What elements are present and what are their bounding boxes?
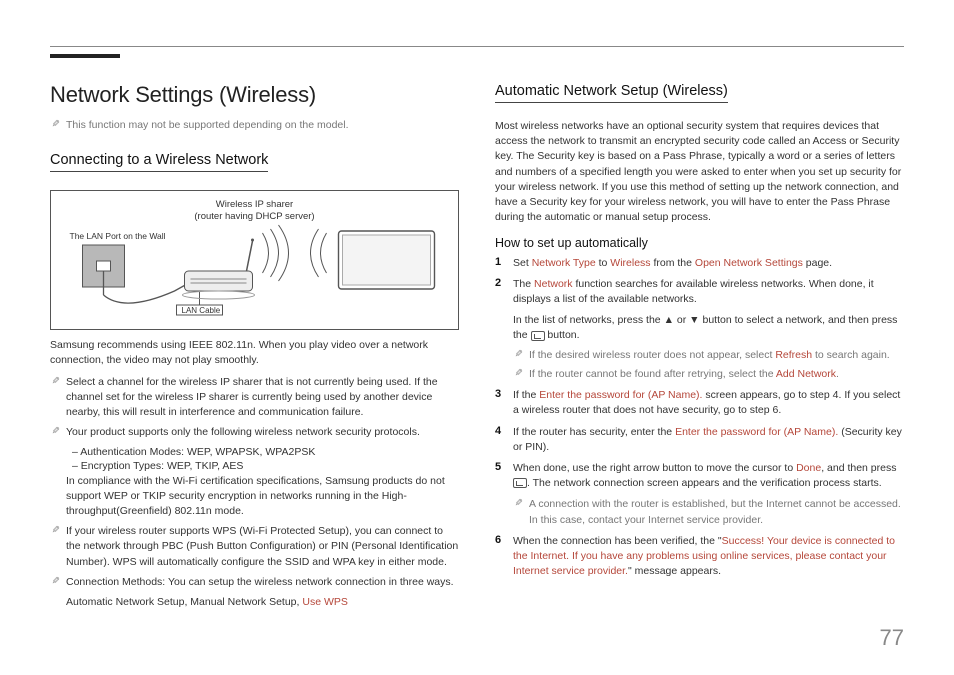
step-3: 3 If the Enter the password for (AP Name… [495, 388, 904, 418]
pencil-icon: ✎ [513, 348, 523, 363]
right-column: Automatic Network Setup (Wireless) Most … [495, 82, 904, 615]
page-number: 77 [880, 625, 904, 651]
connecting-heading: Connecting to a Wireless Network [50, 152, 268, 172]
page-top-accent [50, 54, 120, 58]
bullet-methods: ✎ Connection Methods: You can setup the … [50, 575, 459, 590]
step-6: 6 When the connection has been verified,… [495, 534, 904, 580]
pencil-icon: ✎ [50, 118, 60, 133]
cable-label: LAN Cable [182, 306, 221, 315]
step-1: 1 Set Network Type to Wireless from the … [495, 256, 904, 271]
left-column: Network Settings (Wireless) ✎ This funct… [50, 82, 459, 615]
diagram-caption: Wireless IP sharer (router having DHCP s… [61, 199, 448, 223]
bullet-channel: ✎ Select a channel for the wireless IP s… [50, 375, 459, 421]
wall-label: The LAN Port on the Wall [70, 231, 166, 241]
compliance-note: In compliance with the Wi-Fi certificati… [50, 474, 459, 520]
pencil-icon: ✎ [513, 497, 523, 527]
enter-icon [513, 478, 527, 488]
model-note: ✎ This function may not be supported dep… [50, 118, 459, 133]
methods-line: Automatic Network Setup, Manual Network … [50, 595, 459, 610]
bullet-wps: ✎ If your wireless router supports WPS (… [50, 524, 459, 570]
page-top-rule [50, 46, 904, 47]
network-diagram: Wireless IP sharer (router having DHCP s… [50, 190, 459, 330]
how-heading: How to set up automatically [495, 236, 904, 250]
pencil-icon: ✎ [50, 425, 60, 440]
step-5: 5 When done, use the right arrow button … [495, 461, 904, 491]
bullet-protocols: ✎ Your product supports only the followi… [50, 425, 459, 440]
step-4: 4 If the router has security, enter the … [495, 425, 904, 455]
sub-auth: – Authentication Modes: WEP, WPAPSK, WPA… [50, 446, 459, 458]
recommendation-text: Samsung recommends using IEEE 802.11n. W… [50, 338, 459, 368]
pencil-icon: ✎ [50, 524, 60, 570]
pencil-icon: ✎ [513, 367, 523, 382]
auto-intro: Most wireless networks have an optional … [495, 119, 904, 226]
step-2-sub: In the list of networks, press the ▲ or … [495, 313, 904, 382]
sub-enc: – Encryption Types: WEP, TKIP, AES [50, 460, 459, 472]
pencil-icon: ✎ [50, 375, 60, 421]
auto-setup-heading: Automatic Network Setup (Wireless) [495, 83, 728, 103]
page-title: Network Settings (Wireless) [50, 82, 459, 108]
page-columns: Network Settings (Wireless) ✎ This funct… [50, 82, 904, 615]
step-5-note: ✎ A connection with the router is establ… [495, 497, 904, 527]
step-2: 2 The Network function searches for avai… [495, 277, 904, 307]
pencil-icon: ✎ [50, 575, 60, 590]
enter-icon [531, 331, 545, 341]
diagram-svg: The LAN Port on the Wall LAN Cable [61, 223, 448, 323]
